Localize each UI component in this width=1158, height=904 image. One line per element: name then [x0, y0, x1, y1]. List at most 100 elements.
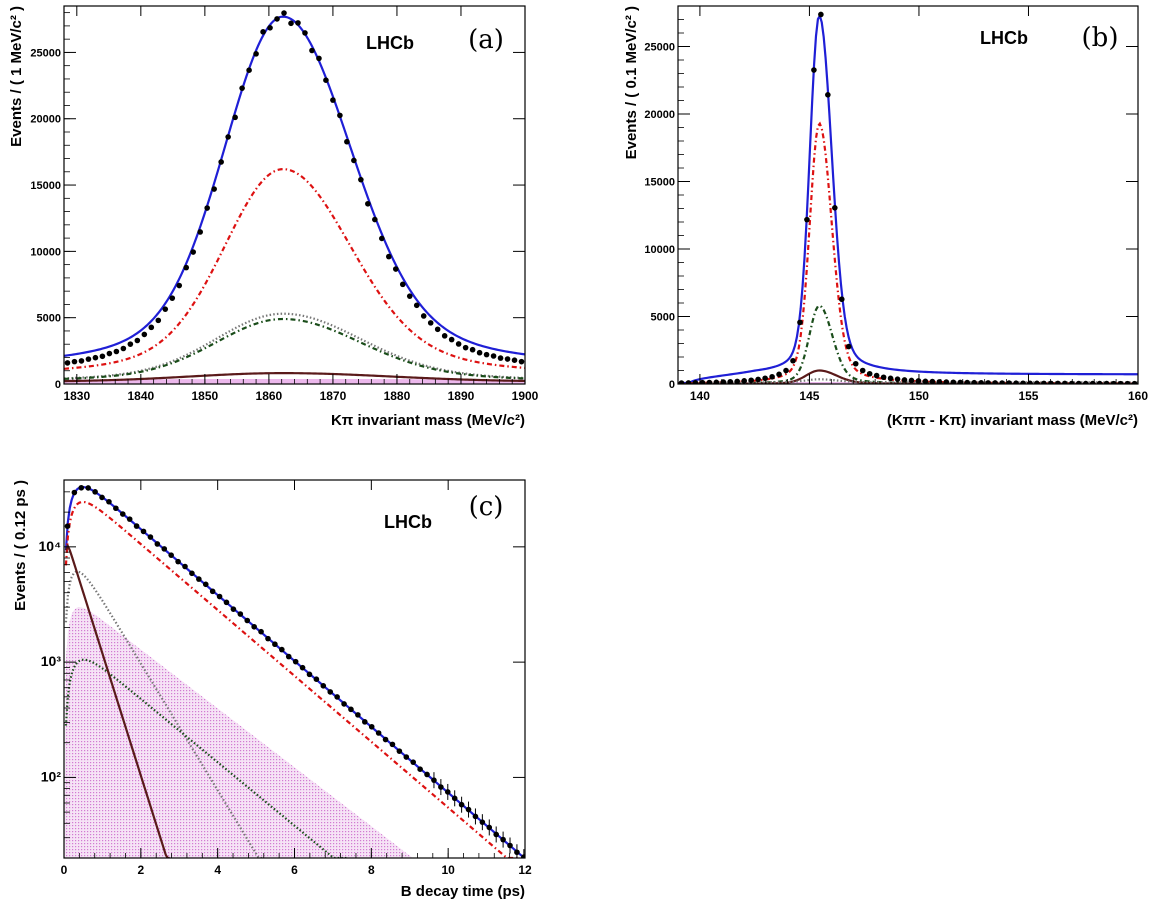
panel-b-series-0-point [971, 379, 978, 384]
y-tick-label: 10⁴ [39, 538, 62, 554]
panel-c-series-0-point [230, 606, 237, 612]
panel-a-series-0-point [448, 336, 455, 343]
y-tick-label: 10000 [644, 244, 675, 256]
panel-a-series-0-point [504, 356, 511, 362]
panel-c-series-0-point [126, 516, 133, 522]
panel-b-series-0-point [1048, 380, 1054, 384]
panel-a-series-2-line [64, 168, 525, 370]
panel-a-plot [64, 10, 525, 384]
panel-c-series-0-point [382, 736, 389, 743]
panel-a-y-title: Events / ( 1 MeV/c² ) [8, 6, 25, 147]
panel-c-series-0-point [78, 484, 85, 491]
panel-a-series-0-point [64, 360, 71, 366]
panel-a-series-0-point [148, 324, 155, 331]
panel-b-series-0-point [692, 380, 699, 384]
x-tick-label: 1870 [320, 389, 347, 403]
panel-b-series-5-line [678, 378, 1138, 384]
y-tick-label: 0 [55, 379, 61, 391]
panel-c-series-0-point [189, 570, 195, 577]
panel-b-series-2-line [678, 121, 1138, 384]
panel-b-series-0-point [1117, 380, 1124, 384]
panel-c-series-0-point [396, 748, 403, 754]
panel-a-series-0-point [392, 266, 399, 272]
panel-b-series-0-point [873, 372, 880, 379]
panel-a-series-0-point [358, 176, 364, 183]
panel-a-series-0-point [511, 357, 518, 363]
panel-c-series-4-line [64, 658, 347, 858]
panel-b-series-1-line [678, 13, 1138, 384]
panel-b-series-0-point [922, 378, 929, 384]
x-tick-label: 155 [1018, 389, 1038, 403]
panel-a-series-0-point [267, 25, 273, 31]
panel-b-series-0-point [832, 205, 838, 211]
panel-a-series-0-point [406, 293, 413, 299]
panel-a-series-0-point [372, 216, 378, 223]
panel-a-series-0-point [469, 346, 476, 353]
panel-c-series-0-point [202, 581, 209, 588]
panel-a-series-1-line [64, 15, 525, 357]
y-tick-label: 25000 [30, 47, 61, 59]
panel-b-series-0-point [964, 379, 971, 384]
panel-c-series-0-point [140, 528, 147, 535]
panel-a-series-0-point [413, 302, 420, 309]
panel-b-series-0-point [769, 373, 775, 380]
panel-a-series-0-point [344, 138, 350, 145]
panel-a-series-0-point [386, 253, 392, 260]
panel-c-series-0-point [438, 784, 444, 790]
panel-a-series-0-point [183, 264, 190, 271]
panel-b-series-0-point [713, 379, 720, 384]
x-tick-label: 1860 [256, 389, 283, 403]
panel-c-series-0-point [119, 511, 126, 517]
panel-a-series-0-point [260, 29, 266, 35]
panel-a-y-ticks: 0 5000 10000 15000 20000 25000 [30, 12, 525, 391]
panel-c-series-0-point [161, 546, 168, 552]
panel-b-series-0-point [1034, 380, 1040, 384]
panel-a-series-0-point [490, 353, 497, 359]
panel-a-series-0-point [99, 353, 106, 360]
panel-b-series-0-point [845, 343, 852, 350]
panel-c-series-0-point [175, 558, 181, 565]
y-tick-label: 5000 [37, 313, 61, 325]
panel-b-series-0-point [852, 360, 859, 367]
panel-c-series-0-point [355, 712, 361, 718]
panel-c-series-0-point [182, 563, 188, 570]
panel-c-y-ticks: 10² 10³ 10⁴ [39, 491, 525, 859]
panel-b-series-0-point [978, 380, 984, 384]
panel-c-series-0-point [368, 723, 375, 730]
panel-c-series-0-point [216, 593, 223, 600]
panel-c-series-0-point [410, 759, 417, 765]
x-tick-label: 4 [214, 863, 221, 877]
panel-b-series-0-point [950, 379, 957, 384]
panel-a-series-0-point [141, 331, 148, 338]
panel-c-series-0-point [486, 824, 493, 831]
panel-a-series-0-point [441, 333, 448, 339]
panel-a-series-0-point [302, 30, 308, 36]
x-tick-label: 10 [441, 863, 455, 877]
panel-a-series-0-point [239, 85, 245, 91]
panel-b-series-0-point [797, 319, 803, 326]
panel-c-series-0-point [154, 541, 161, 547]
panel-c-series-0-point [327, 689, 334, 695]
panel-b-x-ticks: 140 145 150 155 160 [677, 6, 1148, 403]
panel-a-series-0-point [155, 317, 162, 324]
panel-b-series-0-point [999, 380, 1005, 384]
panel-c-series-0-point [389, 741, 396, 748]
panel-b-series-0-point [727, 378, 734, 384]
panel-c-series-0-point [521, 854, 525, 858]
panel-a-series-4-line [64, 317, 525, 380]
panel-a-label: (a) [468, 25, 504, 55]
panel-b-series-0-point [901, 377, 908, 383]
panel-a-series-0-point [483, 351, 490, 358]
panel-b-series-0-point [678, 380, 685, 384]
panel-a-series-0-point [218, 159, 224, 165]
panel-a-series-0-point [330, 97, 336, 103]
panel-c-series-0-point [493, 831, 499, 838]
panel-a-series-0-point [379, 235, 385, 242]
panel-b-series-0-point [685, 380, 692, 384]
panel-b-y-title: Events / ( 0.1 MeV/c² ) [623, 6, 640, 159]
panel-b-series-0-point [1124, 380, 1131, 384]
panel-c-series-0-point [113, 505, 119, 512]
panel-b-y-ticks: 0 5000 10000 15000 20000 25000 [644, 5, 1138, 391]
panel-c-x-title: B decay time (ps) [401, 883, 525, 900]
